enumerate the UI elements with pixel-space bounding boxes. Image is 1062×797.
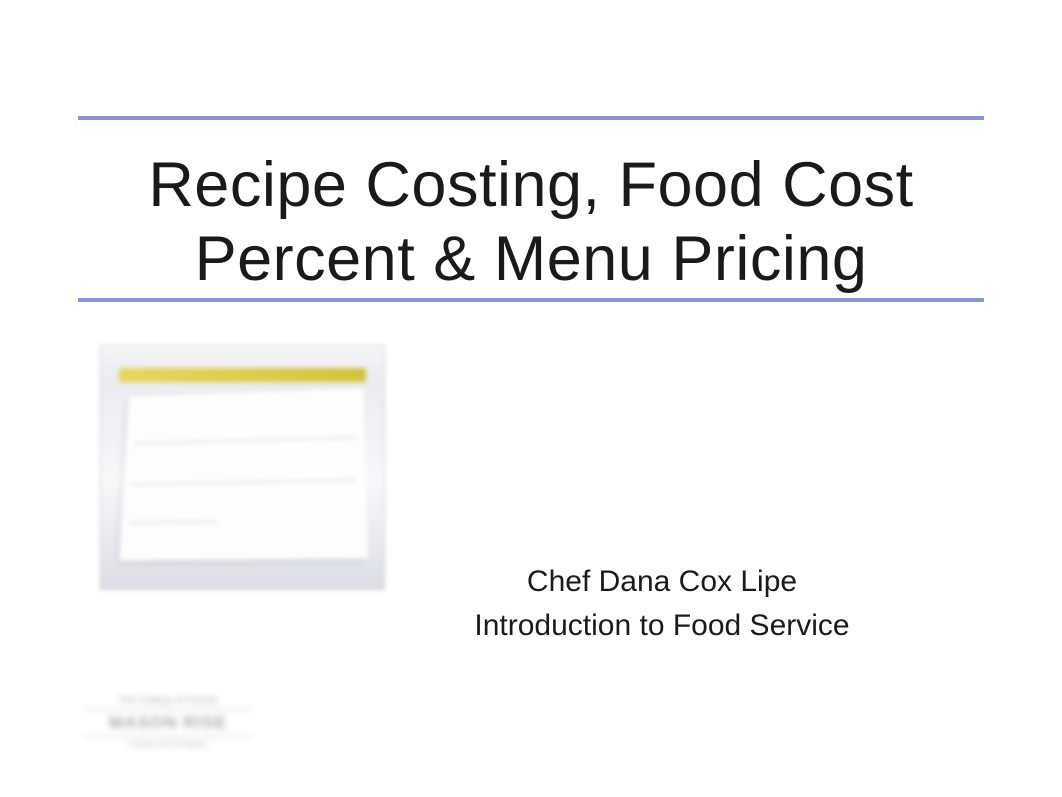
graphic-grid-line: [129, 521, 217, 523]
title-line-2: Percent & Menu Pricing: [195, 224, 868, 294]
course-name: Introduction to Food Service: [340, 604, 984, 648]
recipe-sheet-graphic: [100, 345, 385, 590]
logo-line-1: The College of Florida: [78, 695, 258, 706]
slide-container: Recipe Costing, Food Cost Percent & Menu…: [0, 0, 1062, 797]
slide-title: Recipe Costing, Food Cost Percent & Menu…: [78, 148, 984, 297]
graphic-paper-sheet: [119, 388, 368, 561]
title-line-1: Recipe Costing, Food Cost: [148, 150, 913, 220]
title-rule-bottom: [78, 298, 984, 302]
logo-rule-bottom: [84, 736, 252, 737]
author-name: Chef Dana Cox Lipe: [340, 560, 984, 604]
logo-line-2: MASON RISE: [78, 713, 258, 733]
logo-line-3: Culinary Arts Program: [78, 740, 258, 749]
title-block: Recipe Costing, Food Cost Percent & Menu…: [78, 148, 984, 297]
subtitle-block: Chef Dana Cox Lipe Introduction to Food …: [340, 560, 984, 647]
title-rule-top: [78, 116, 984, 120]
institution-logo: The College of Florida MASON RISE Culina…: [78, 695, 258, 759]
logo-rule-top: [84, 709, 252, 710]
graphic-accent-bar: [119, 368, 366, 382]
